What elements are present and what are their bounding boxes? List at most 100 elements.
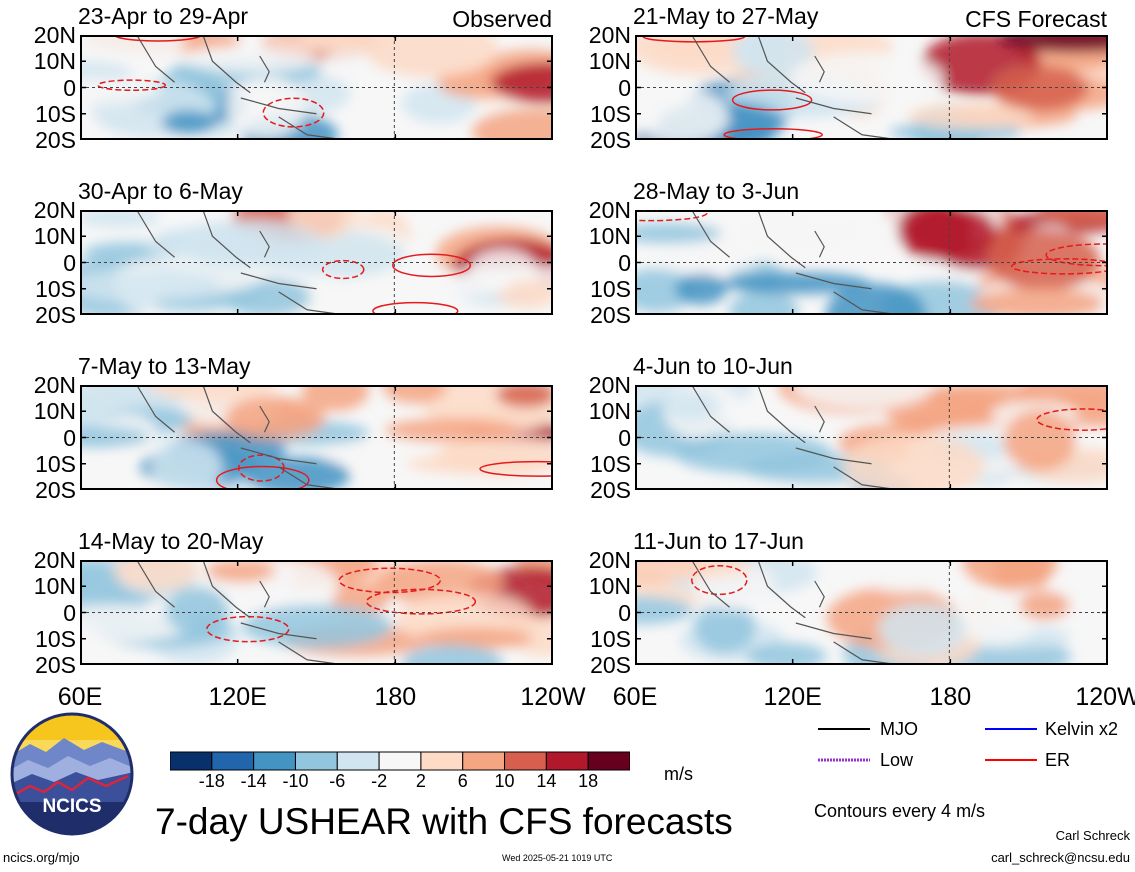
lat-tick-label: 20N <box>588 372 631 398</box>
field-blob <box>206 560 276 583</box>
forecast-label: CFS Forecast <box>965 6 1107 32</box>
field-blob <box>825 283 927 315</box>
lat-tick-label: 20S <box>590 302 631 328</box>
lon-tick-label: 120E <box>208 683 267 711</box>
er-contour <box>215 465 310 490</box>
shear-field <box>635 385 1108 490</box>
field-blob <box>496 385 553 408</box>
field-blob <box>992 560 1050 596</box>
field-blob <box>877 603 966 656</box>
colorbar-tick-label: 18 <box>578 771 599 791</box>
shear-field <box>635 560 1108 665</box>
field-blob <box>364 35 499 78</box>
panel-frame <box>635 210 1108 315</box>
er-contour <box>1045 243 1108 267</box>
colorbar-tick-label: 14 <box>536 771 557 791</box>
coastline <box>136 385 345 490</box>
colorbar-tick-label: 10 <box>494 771 515 791</box>
ncics-logo: NCICS <box>10 712 134 836</box>
lat-tick-label: 10S <box>590 275 631 302</box>
colorbar-swatch <box>294 751 338 771</box>
colorbar-swatch <box>504 751 547 771</box>
lat-tick-label: 20N <box>33 197 76 223</box>
lon-tick-label: 180 <box>374 683 417 711</box>
field-blob <box>301 385 370 412</box>
field-blob <box>80 210 161 228</box>
lat-tick-label: 10N <box>588 573 631 600</box>
field-blob <box>635 223 722 244</box>
colorbar-swatch <box>420 751 464 771</box>
er-contour <box>321 259 365 280</box>
map-panel <box>80 35 553 140</box>
field-blob <box>868 566 941 593</box>
field-blob <box>165 586 230 635</box>
field-blob <box>471 108 553 140</box>
field-blob <box>113 560 200 592</box>
field-blob <box>80 35 186 65</box>
er-contour <box>731 89 813 111</box>
colorbar-tick-label: -2 <box>371 771 388 791</box>
lat-tick-label: 10S <box>590 100 631 127</box>
lat-tick-label: 20S <box>590 477 631 503</box>
field-blob <box>171 220 323 268</box>
kelvin-legend-line <box>985 728 1037 730</box>
panel-title: 7-May to 13-May <box>78 353 251 379</box>
lon-tick-label: 120W <box>520 683 586 711</box>
field-blob <box>673 432 832 474</box>
footer-author: Carl Schreck <box>1055 828 1130 843</box>
field-blob <box>722 272 870 295</box>
field-blob <box>382 385 447 404</box>
lat-tick-label: 20S <box>35 477 76 503</box>
lon-tick-label: 120W <box>1075 683 1135 711</box>
lat-tick-label: 0 <box>63 599 76 626</box>
field-blob <box>245 456 351 490</box>
field-blob <box>662 390 720 420</box>
field-blob <box>161 110 216 135</box>
er-legend-line <box>985 759 1037 761</box>
kelvin-legend-label: Kelvin x2 <box>1045 719 1119 739</box>
coastline <box>691 560 900 665</box>
field-blob <box>226 75 306 139</box>
field-blob <box>745 642 827 665</box>
chart-title: 7-day USHEAR with CFS forecasts <box>155 801 733 842</box>
panel-title: 28-May to 3-Jun <box>633 178 800 204</box>
lat-tick-label: 10N <box>33 398 76 425</box>
er-legend-label: ER <box>1045 750 1071 770</box>
coastline <box>691 210 900 315</box>
lat-tick-label: 20S <box>35 302 76 328</box>
colorbar-swatch <box>253 751 296 771</box>
map-panel <box>635 210 1108 315</box>
panel-frame <box>635 35 1108 140</box>
lat-tick-label: 0 <box>63 74 76 101</box>
panel-title: 11-Jun to 17-Jun <box>633 528 804 554</box>
field-blob <box>731 35 815 76</box>
field-blob <box>987 229 1101 291</box>
coastline <box>136 35 345 140</box>
shear-field <box>80 385 553 490</box>
lat-tick-label: 10N <box>588 223 631 250</box>
panel-title: 23-Apr to 29-Apr <box>78 3 249 29</box>
mjo-legend-line <box>818 728 870 730</box>
logo-text: NCICS <box>42 796 101 817</box>
lat-tick-label: 10S <box>590 625 631 652</box>
colorbar-tick-label: 6 <box>457 771 468 791</box>
er-contour <box>723 128 823 140</box>
colorbar <box>170 751 630 771</box>
footer-timestamp: Wed 2025-05-21 1019 UTC <box>502 853 613 863</box>
lon-tick-label: 120E <box>763 683 822 711</box>
lat-tick-label: 10S <box>590 450 631 477</box>
map-panel <box>635 385 1108 490</box>
coastline <box>136 560 345 665</box>
colorbar-units: m/s <box>664 764 693 784</box>
field-blob <box>80 269 222 303</box>
field-blob <box>491 62 553 104</box>
colorbar-swatch <box>545 751 589 771</box>
colorbar-swatch <box>462 751 506 771</box>
footer-email: carl_schreck@ncsu.edu <box>991 850 1130 865</box>
map-panel <box>80 560 553 665</box>
colorbar-swatch <box>378 751 422 771</box>
field-blob <box>992 65 1089 111</box>
lat-tick-label: 20S <box>35 652 76 678</box>
panel-title: 4-Jun to 10-Jun <box>633 353 793 379</box>
map-panel <box>635 560 1108 665</box>
